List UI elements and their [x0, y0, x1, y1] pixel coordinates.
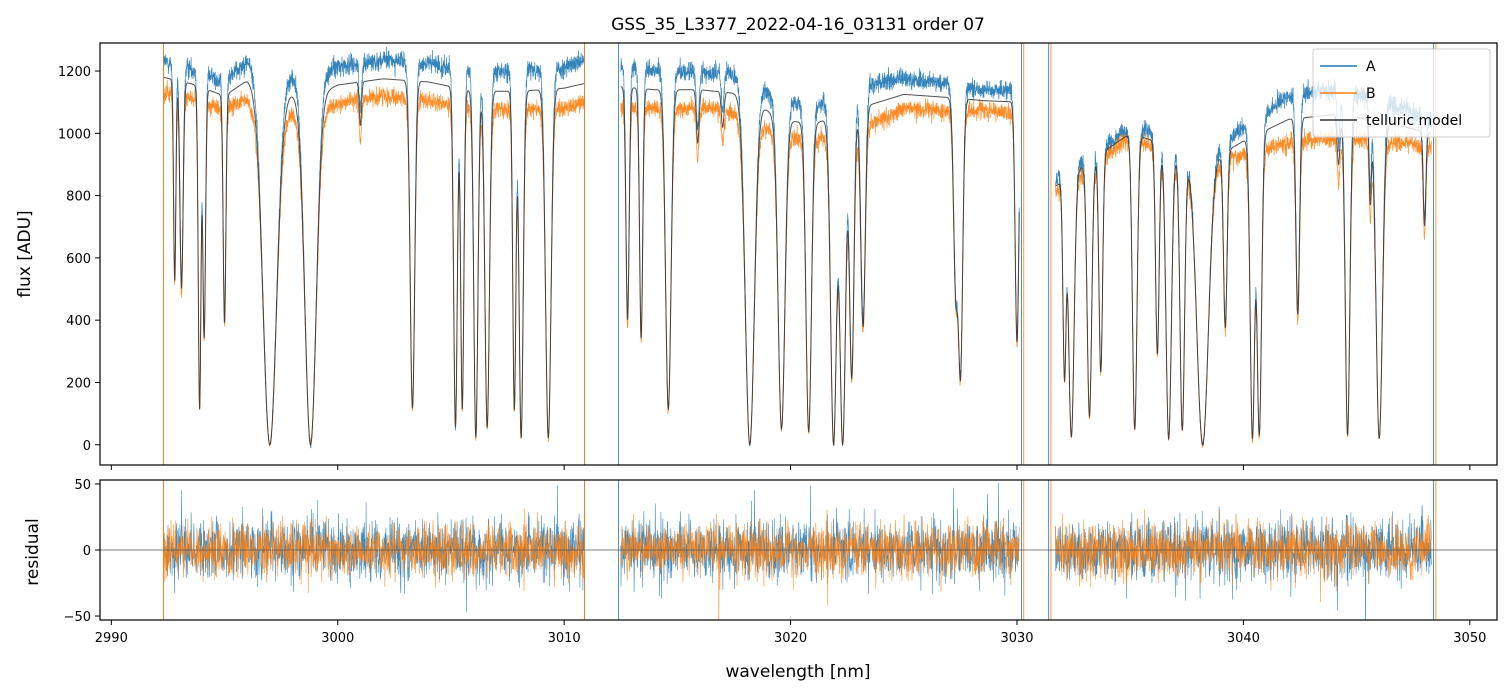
x-tick-label: 3040	[1227, 631, 1260, 646]
flux-plot-frame	[99, 42, 1498, 466]
flux-y-ticks: 0 200 400 600 800 1000 1200	[58, 65, 100, 454]
residual-x-ticks: 2990 3000 3010 3020 3030 3040 3050	[95, 620, 1486, 646]
x-tick-label: 3010	[548, 631, 581, 646]
legend-box	[1312, 48, 1491, 138]
residual-y-axis-label: residual	[23, 518, 43, 585]
residual-y-tick-label: 50	[74, 478, 91, 493]
x-tick-label: 2990	[95, 631, 128, 646]
legend-label-b: B	[1366, 86, 1376, 102]
residual-y-tick-label: 0	[83, 544, 91, 559]
residual-y-tick-label: −50	[64, 610, 91, 625]
x-axis-label: wavelength [nm]	[725, 662, 870, 682]
residual-y-ticks: −50 0 50	[64, 478, 100, 625]
x-tick-label: 3020	[774, 631, 807, 646]
legend: A B telluric model	[1312, 48, 1491, 138]
x-tick-label: 3050	[1453, 631, 1486, 646]
chart-title: GSS_35_L3377_2022-04-16_03131 order 07	[611, 15, 985, 35]
x-tick-label: 3030	[1000, 631, 1033, 646]
flux-y-tick-label: 600	[66, 252, 91, 267]
flux-y-tick-label: 1200	[58, 65, 91, 80]
legend-label-model: telluric model	[1366, 113, 1462, 129]
flux-y-axis-label: flux [ADU]	[15, 210, 35, 297]
flux-y-tick-label: 200	[66, 376, 91, 391]
flux-y-tick-label: 800	[66, 190, 91, 205]
residual-series-group	[100, 480, 1497, 620]
flux-x-ticks	[110, 465, 1471, 470]
residual-panel: −50 0 50 2990 3000 3010 3020 3030 3040 3050 resi…	[23, 478, 1498, 682]
flux-y-tick-label: 0	[83, 439, 91, 454]
x-tick-label: 3000	[321, 631, 354, 646]
flux-panel: 0 200 400 600 800 1000 1200 flux [ADU] A B tel…	[15, 42, 1498, 470]
legend-label-a: A	[1366, 59, 1376, 75]
residual-b-line	[163, 508, 1432, 620]
series-model-line	[163, 76, 1432, 447]
flux-y-tick-label: 400	[66, 314, 91, 329]
flux-series-group	[162, 43, 1437, 465]
flux-y-tick-label: 1000	[58, 127, 91, 142]
